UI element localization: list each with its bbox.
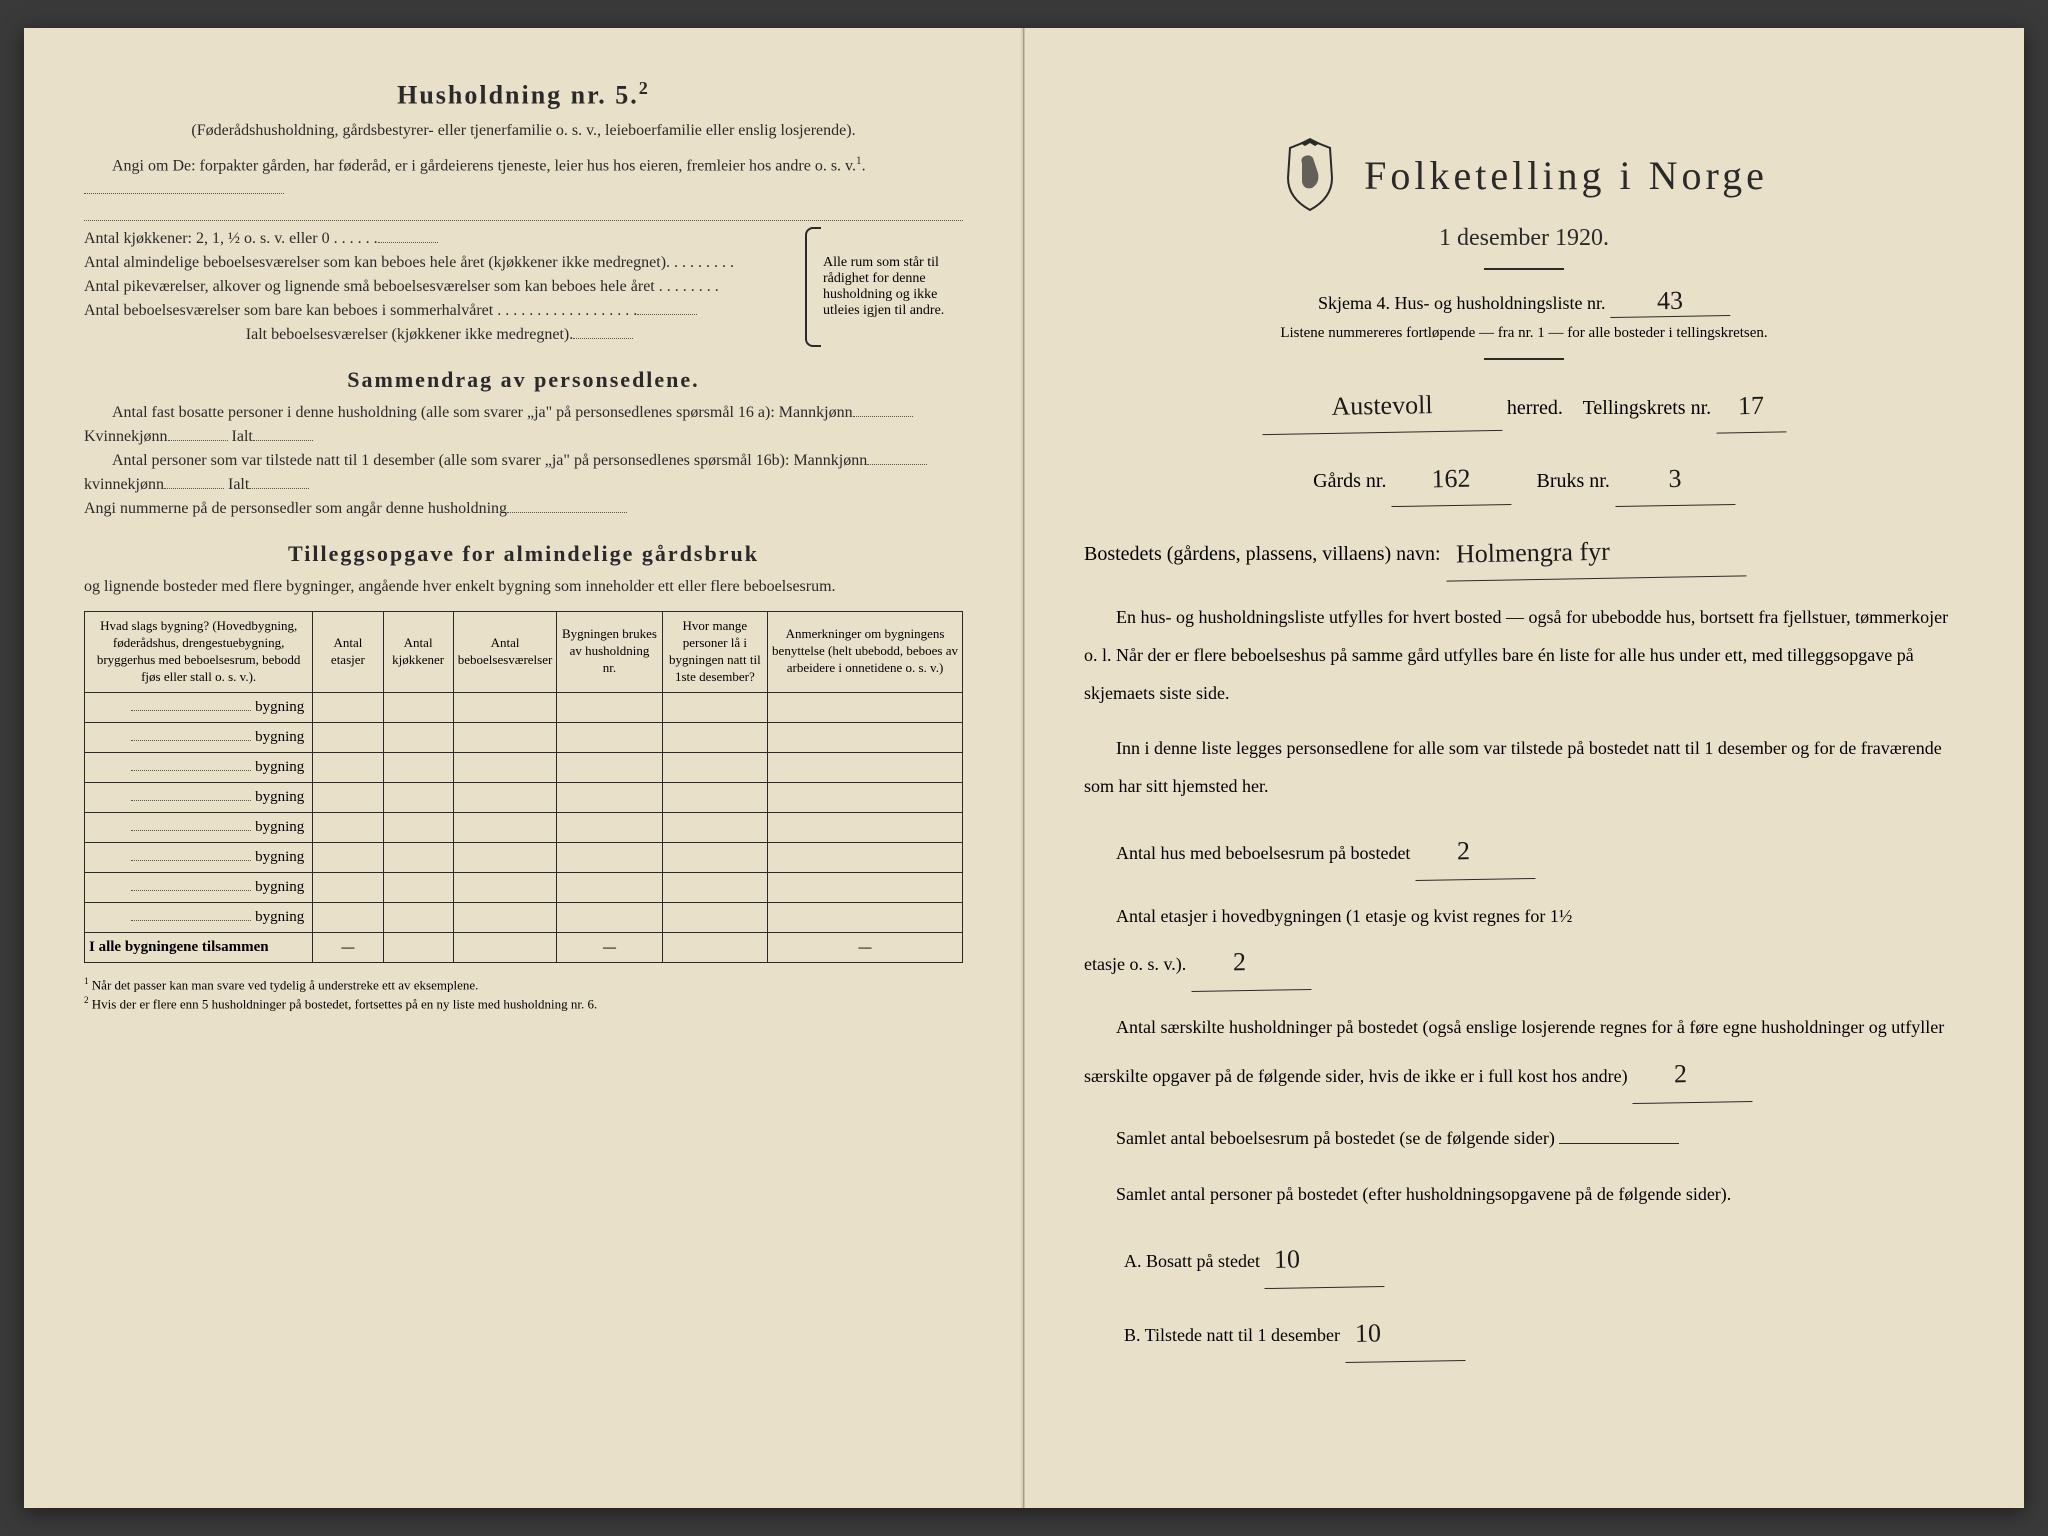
table-row: bygning [85, 692, 963, 722]
th-etasjer: Antal etasjer [313, 611, 383, 692]
table-row: bygning [85, 872, 963, 902]
kjokkener-line: Antal kjøkkener: 2, 1, ½ o. s. v. eller … [84, 227, 795, 251]
rom-total-line: Ialt beboelsesværelser (kjøkkener ikke m… [84, 323, 795, 347]
main-title: Folketelling i Norge [1364, 152, 1768, 199]
angi-text: Angi om De: forpakter gården, har føderå… [84, 153, 963, 202]
body-text: En hus- og husholdningsliste utfylles fo… [1084, 599, 1964, 1361]
summary-p2: Antal personer som var tilstede natt til… [84, 449, 963, 497]
footnotes: 1 Når det passer kan man svare ved tydel… [84, 975, 963, 1014]
rom2-line: Antal pikeværelser, alkover og lignende … [84, 275, 795, 299]
table-row: bygning [85, 782, 963, 812]
total-label: I alle bygningene tilsammen [85, 932, 313, 962]
building-table: Hvad slags bygning? (Hovedbygning, føder… [84, 611, 963, 963]
th-kjokkener: Antal kjøkkener [383, 611, 453, 692]
census-document: Husholdning nr. 5.2 (Føderådshusholdning… [24, 28, 2024, 1508]
table-row: bygning [85, 752, 963, 782]
bosted-row: Bostedets (gårdens, plassens, villaens) … [1084, 526, 1964, 579]
blank-line [84, 202, 963, 221]
tillegg-sub: og lignende bosteder med flere bygninger… [84, 575, 963, 599]
gards-row: Gårds nr. 162 Bruks nr. 3 [1084, 453, 1964, 506]
th-brukes: Bygningen brukes av husholdning nr. [557, 611, 662, 692]
herred-row: Austevoll herred. Tellingskrets nr. 17 [1084, 380, 1964, 433]
samlet-rum-line: Samlet antal beboelsesrum på bostedet (s… [1084, 1120, 1964, 1158]
skjema-line: Skjema 4. Hus- og husholdningsliste nr. … [1084, 286, 1964, 317]
th-beboelse: Antal beboelsesværelser [453, 611, 557, 692]
th-personer: Hvor mange personer lå i bygningen natt … [662, 611, 767, 692]
para2: Inn i denne liste legges personsedlene f… [1084, 730, 1964, 806]
table-row: bygning [85, 902, 963, 932]
bosatt-line: A. Bosatt på stedet 10 [1124, 1232, 1964, 1288]
summary-p3: Angi nummerne på de personsedler som ang… [84, 497, 963, 521]
listene-note: Listene nummereres fortløpende — fra nr.… [1084, 325, 1964, 342]
table-row: bygning [85, 842, 963, 872]
tillegg-heading: Tilleggsopgave for almindelige gårdsbruk [84, 541, 963, 567]
tilstede-line: B. Tilstede natt til 1 desember 10 [1124, 1306, 1964, 1362]
table-row: bygning [85, 722, 963, 752]
para1: En hus- og husholdningsliste utfylles fo… [1084, 599, 1964, 712]
household-heading: Husholdning nr. 5.2 [84, 78, 963, 111]
sarskilte-line: Antal særskilte husholdninger på bostede… [1084, 1009, 1964, 1102]
etasjer-line: Antal etasjer i hovedbygningen (1 etasje… [1084, 898, 1964, 991]
summary-heading: Sammendrag av personsedlene. [84, 367, 963, 393]
th-bygning: Hvad slags bygning? (Hovedbygning, føder… [85, 611, 313, 692]
coat-of-arms-icon [1280, 138, 1340, 213]
th-anmerkninger: Anmerkninger om bygningens benyttelse (h… [768, 611, 963, 692]
rom1-line: Antal almindelige beboelsesværelser som … [84, 251, 795, 275]
household-subtext: (Føderådshusholdning, gårdsbestyrer- ell… [84, 119, 963, 143]
rooms-section: Antal kjøkkener: 2, 1, ½ o. s. v. eller … [84, 227, 963, 347]
hus-line: Antal hus med beboelsesrum på bostedet 2 [1084, 824, 1964, 880]
summary-p1: Antal fast bosatte personer i denne hush… [84, 401, 963, 449]
table-row: bygning [85, 812, 963, 842]
title-block: Folketelling i Norge 1 desember 1920. Sk… [1084, 138, 1964, 360]
rom3-line: Antal beboelsesværelser som bare kan beb… [84, 299, 795, 323]
samlet-pers-line: Samlet antal personer på bostedet (efter… [1084, 1176, 1964, 1214]
subtitle: 1 desember 1920. [1084, 225, 1964, 252]
left-page: Husholdning nr. 5.2 (Føderådshusholdning… [24, 28, 1024, 1508]
brace-text: Alle rum som står til rådighet for denne… [823, 255, 963, 319]
right-page: Folketelling i Norge 1 desember 1920. Sk… [1024, 28, 2024, 1508]
